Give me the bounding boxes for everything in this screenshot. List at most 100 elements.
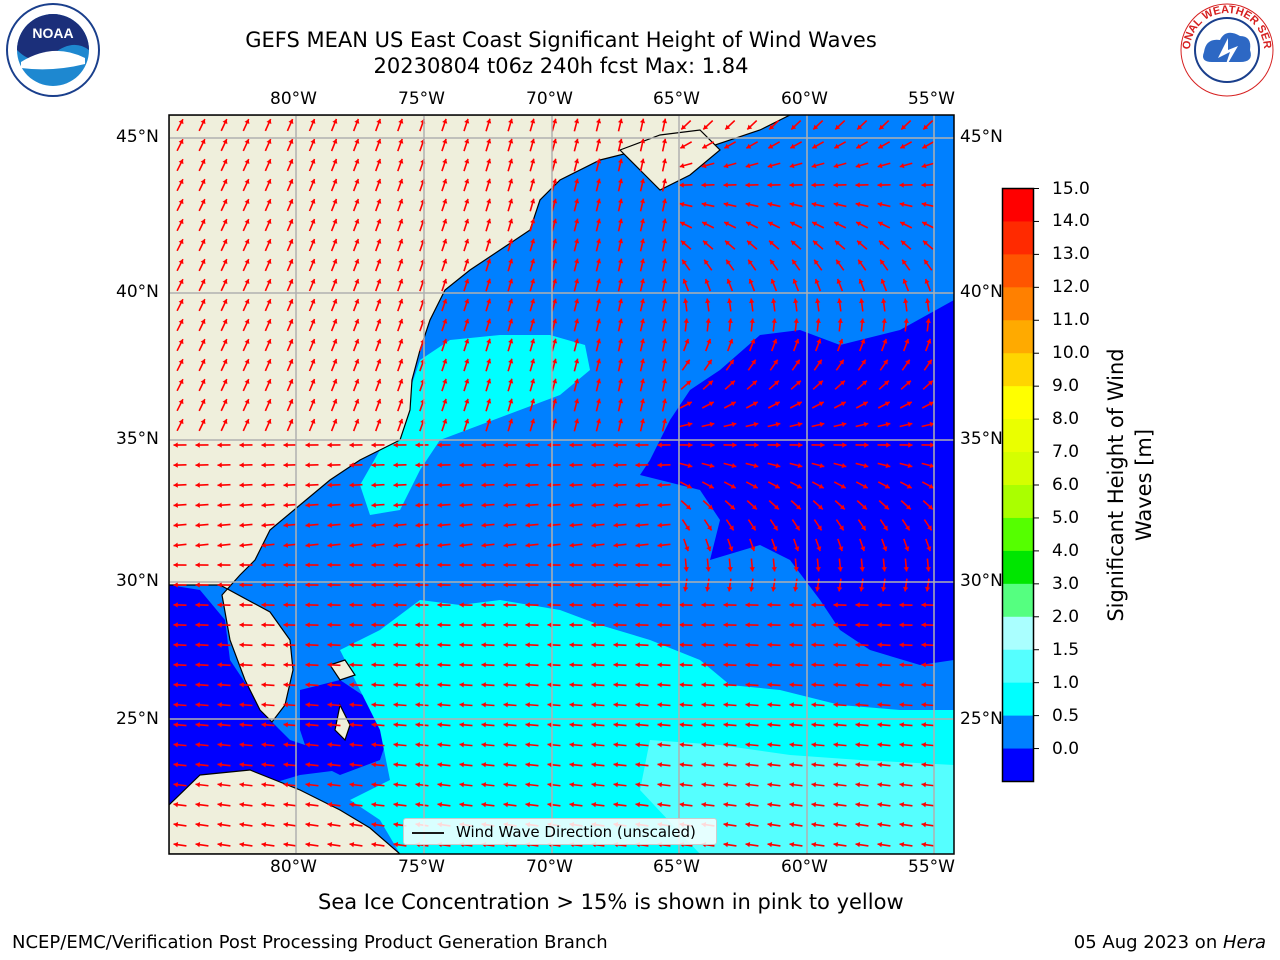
- wind-wave-arrowhead: [459, 682, 464, 688]
- wind-wave-arrowhead: [617, 238, 624, 244]
- wind-wave-arrowhead: [288, 259, 294, 264]
- wind-wave-arrowhead: [573, 418, 580, 424]
- wind-wave-arrowhead: [657, 602, 662, 608]
- wind-wave-arrowhead: [503, 802, 509, 808]
- wind-wave-arrowhead: [841, 462, 847, 469]
- wind-wave-arrowhead: [745, 201, 751, 208]
- wind-wave-arrowhead: [685, 525, 690, 531]
- wind-wave-arrowhead: [217, 602, 222, 608]
- wind-wave-arrowhead: [789, 622, 794, 628]
- wind-wave-arrowhead: [239, 442, 244, 448]
- wind-wave-arrowhead: [746, 221, 752, 227]
- wind-wave-arrowhead: [261, 602, 266, 608]
- colorbar-label-line1: Significant Height of Wind: [1104, 348, 1128, 622]
- wind-wave-arrowhead: [661, 338, 668, 344]
- wind-wave-arrowhead: [283, 722, 288, 728]
- wind-wave-arrowhead: [195, 482, 200, 488]
- wind-wave-arrowhead: [310, 279, 316, 284]
- wind-wave-arrowhead: [883, 380, 889, 386]
- wind-wave-arrowhead: [217, 782, 223, 788]
- wind-wave-arrowhead: [771, 567, 777, 572]
- wind-wave-arrowhead: [371, 642, 376, 648]
- wind-wave-arrowhead: [771, 298, 777, 304]
- wind-wave-arrowhead: [508, 278, 514, 284]
- wind-wave-arrowhead: [332, 238, 338, 244]
- wind-wave-arrowhead: [877, 602, 882, 608]
- wind-wave-arrowhead: [657, 542, 663, 548]
- wind-wave-arrowhead: [547, 562, 552, 568]
- wind-wave-arrowhead: [195, 842, 201, 848]
- wind-wave-arrowhead: [398, 338, 404, 344]
- wind-wave-arrowhead: [261, 582, 266, 588]
- wind-wave-arrowhead: [679, 622, 684, 628]
- wind-wave-arrowhead: [239, 682, 244, 688]
- wind-wave-arrowhead: [702, 221, 708, 227]
- wind-wave-arrowhead: [921, 742, 926, 748]
- wind-wave-arrowhead: [639, 338, 646, 344]
- wind-wave-arrowhead: [332, 318, 338, 324]
- colorbar-swatch: [1002, 517, 1034, 552]
- wind-wave-arrowhead: [731, 421, 737, 428]
- wind-wave-arrowhead: [530, 298, 536, 304]
- wind-wave-arrowhead: [371, 602, 376, 608]
- wind-wave-arrowhead: [464, 138, 470, 144]
- wind-wave-arrowhead: [921, 762, 927, 768]
- wind-wave-arrowhead: [266, 259, 272, 265]
- wind-wave-arrowhead: [732, 442, 737, 448]
- wind-wave-arrowhead: [200, 299, 206, 305]
- wind-wave-arrowhead: [613, 702, 618, 708]
- wind-wave-arrowhead: [415, 682, 420, 688]
- footer-date: 05 Aug 2023 on Hera: [1074, 932, 1266, 953]
- wind-wave-arrowhead: [261, 762, 267, 768]
- map-subtitle: 20230804 t06z 240h fcst Max: 1.84: [373, 54, 749, 78]
- wind-wave-arrowhead: [882, 546, 888, 552]
- wind-wave-arrowhead: [393, 482, 398, 488]
- wind-wave-arrowhead: [573, 178, 580, 184]
- wind-wave-arrowhead: [398, 378, 404, 384]
- wind-wave-arrowhead: [310, 179, 316, 184]
- wind-wave-arrowhead: [820, 442, 825, 448]
- wind-wave-arrowhead: [261, 662, 266, 668]
- wind-wave-arrowhead: [288, 239, 294, 244]
- wind-wave-arrowhead: [684, 546, 690, 552]
- wind-wave-arrowhead: [547, 602, 552, 608]
- wind-wave-arrowhead: [266, 239, 272, 245]
- wind-wave-arrowhead: [856, 221, 862, 227]
- wind-wave-arrowhead: [767, 622, 772, 628]
- wind-wave-arrowhead: [239, 582, 244, 588]
- wind-wave-arrowhead: [835, 240, 841, 246]
- wind-wave-arrowhead: [635, 742, 640, 748]
- wind-wave-arrowhead: [749, 567, 755, 572]
- wind-wave-arrowhead: [217, 522, 222, 528]
- wind-wave-arrowhead: [327, 842, 333, 848]
- wind-wave-arrowhead: [613, 722, 618, 728]
- wind-wave-arrowhead: [855, 163, 861, 169]
- wind-wave-arrowhead: [327, 682, 332, 688]
- wind-wave-arrowhead: [327, 762, 333, 768]
- wind-wave-arrowhead: [398, 218, 404, 224]
- wind-wave-arrowhead: [796, 483, 802, 489]
- wind-wave-arrowhead: [613, 542, 619, 548]
- wind-wave-arrowhead: [332, 258, 338, 264]
- wind-wave-arrowhead: [349, 462, 354, 468]
- wind-wave-arrowhead: [701, 201, 707, 208]
- wind-wave-arrowhead: [173, 662, 178, 668]
- wind-wave-arrowhead: [354, 158, 360, 164]
- wind-wave-arrowhead: [723, 782, 729, 788]
- wind-wave-arrowhead: [354, 198, 360, 204]
- wind-wave-arrowhead: [707, 380, 713, 386]
- wind-wave-arrowhead: [464, 258, 470, 264]
- wind-wave-arrowhead: [591, 562, 596, 568]
- wind-wave-arrowhead: [508, 258, 514, 264]
- wind-wave-arrowhead: [310, 379, 316, 384]
- wind-wave-arrowhead: [703, 124, 709, 130]
- wind-wave-arrowhead: [687, 462, 693, 469]
- wind-wave-arrowhead: [921, 802, 927, 808]
- wind-wave-arrowhead: [349, 522, 354, 528]
- wind-wave-arrowhead: [178, 279, 184, 285]
- wind-wave-arrowhead: [747, 240, 753, 246]
- wind-wave-arrowhead: [591, 442, 596, 448]
- wind-wave-arrowhead: [776, 442, 781, 448]
- wind-wave-arrowhead: [376, 358, 382, 364]
- wind-wave-arrowhead: [459, 542, 465, 548]
